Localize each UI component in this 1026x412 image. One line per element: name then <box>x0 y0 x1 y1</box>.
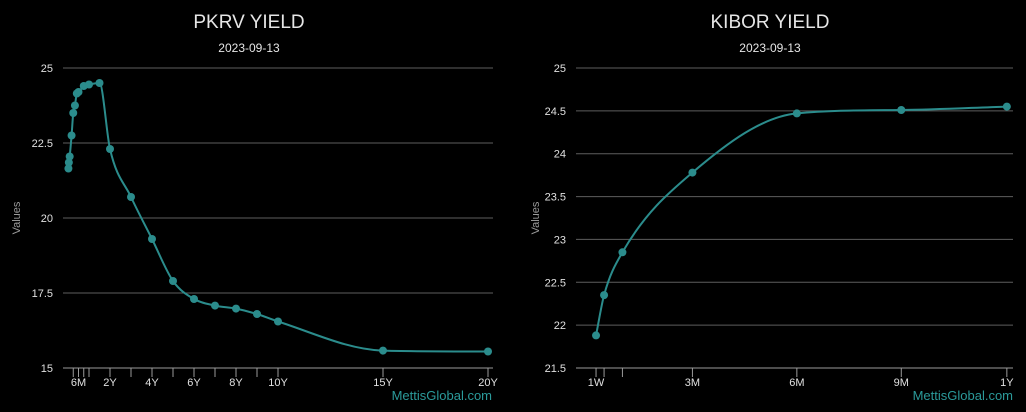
pkrv-x-tick-label: 20Y <box>478 377 498 389</box>
kibor-data-point[interactable] <box>688 168 697 177</box>
kibor-y-axis-title: Values <box>530 201 542 234</box>
pkrv-data-point[interactable] <box>379 346 387 355</box>
pkrv-data-point[interactable] <box>253 310 261 318</box>
pkrv-y-tick-label: 20 <box>41 213 53 225</box>
kibor-x-tick-label: 9M <box>894 377 909 389</box>
kibor-chart-subtitle: 2023-09-13 <box>739 41 801 55</box>
kibor-x-tick-label: 3M <box>685 377 700 389</box>
pkrv-data-point[interactable] <box>169 277 177 285</box>
kibor-x-tick-label: 1W <box>588 377 605 389</box>
pkrv-data-point[interactable] <box>70 101 79 110</box>
kibor-y-tick-label: 23 <box>554 234 566 246</box>
pkrv-data-point[interactable] <box>484 347 492 356</box>
pkrv-data-point[interactable] <box>67 131 76 140</box>
pkrv-series-line <box>67 81 489 353</box>
pkrv-data-point[interactable] <box>274 317 282 326</box>
pkrv-data-point[interactable] <box>69 109 78 117</box>
pkrv-data-point[interactable] <box>95 79 104 87</box>
pkrv-y-tick-label: 22.5 <box>32 138 53 150</box>
kibor-data-point[interactable] <box>792 109 801 118</box>
pkrv-chart-subtitle: 2023-09-13 <box>218 41 280 55</box>
pkrv-x-tick-label: 6Y <box>187 377 201 389</box>
kibor-data-point[interactable] <box>897 106 906 114</box>
pkrv-data-point[interactable] <box>64 158 73 167</box>
kibor-data-point[interactable] <box>600 291 609 300</box>
kibor-credit-link[interactable]: MettisGlobal.com <box>913 388 1013 403</box>
kibor-chart-title: KIBOR YIELD <box>711 12 830 33</box>
pkrv-data-point[interactable] <box>74 88 83 96</box>
pkrv-data-point[interactable] <box>85 80 93 89</box>
kibor-chart-svg: KIBOR YIELD 2023-09-13 Values 21.5 22 22.5… <box>530 12 1014 403</box>
kibor-y-tick-label: 22 <box>554 320 566 332</box>
kibor-y-tick-label: 24.5 <box>545 106 566 118</box>
pkrv-x-tick-label: 6M <box>71 377 86 389</box>
kibor-y-tick-label: 21.5 <box>545 363 566 375</box>
pkrv-data-point[interactable] <box>106 145 114 153</box>
pkrv-y-tick-label: 25 <box>41 63 53 75</box>
kibor-series-points <box>592 102 1011 340</box>
pkrv-data-point[interactable] <box>232 304 240 313</box>
kibor-yield-chart: KIBOR YIELD 2023-09-13 Values 21.5 22 22.5… <box>513 0 1026 412</box>
pkrv-credit-link[interactable]: MettisGlobal.com <box>392 388 492 403</box>
pkrv-y-axis-title: Values <box>11 201 23 234</box>
pkrv-data-point[interactable] <box>190 295 198 303</box>
pkrv-x-tick-label: 4Y <box>145 377 159 389</box>
pkrv-data-point[interactable] <box>211 301 219 310</box>
pkrv-x-axis-ticks: 6M 2Y 4Y 6Y 8Y 10Y 15Y 20Y <box>71 368 498 389</box>
pkrv-data-point[interactable] <box>148 235 156 243</box>
kibor-x-axis-ticks: 1W 3M 6M 9M 1Y <box>588 368 1014 389</box>
kibor-data-point[interactable] <box>618 248 627 257</box>
pkrv-data-point[interactable] <box>65 152 74 161</box>
kibor-y-tick-label: 22.5 <box>545 277 566 289</box>
kibor-series-line <box>595 105 1007 336</box>
pkrv-y-tick-label: 15 <box>41 363 53 375</box>
kibor-x-tick-label: 6M <box>789 377 804 389</box>
kibor-y-axis-ticks: 21.5 22 22.5 23 23.5 24 24.5 25 <box>545 63 566 375</box>
kibor-data-point[interactable] <box>1002 102 1011 111</box>
pkrv-data-point[interactable] <box>64 164 73 173</box>
kibor-data-point[interactable] <box>592 331 601 340</box>
pkrv-x-tick-label: 8Y <box>229 377 243 389</box>
pkrv-x-tick-label: 2Y <box>103 377 117 389</box>
kibor-y-tick-label: 23.5 <box>545 192 566 204</box>
pkrv-x-tick-label: 15Y <box>373 377 393 389</box>
pkrv-data-point[interactable] <box>127 193 135 201</box>
kibor-gridlines <box>576 67 1013 326</box>
kibor-y-tick-label: 25 <box>554 63 566 75</box>
pkrv-chart-svg: PKRV YIELD 2023-09-13 Values 15 17.5 20 22.… <box>11 12 498 403</box>
pkrv-yield-chart: PKRV YIELD 2023-09-13 Values 15 17.5 20 22.… <box>11 12 498 403</box>
pkrv-chart-title: PKRV YIELD <box>193 12 304 33</box>
pkrv-gridlines <box>63 67 493 294</box>
pkrv-y-tick-label: 17.5 <box>32 288 53 300</box>
kibor-x-tick-label: 1Y <box>1000 377 1014 389</box>
pkrv-series-points <box>64 79 492 356</box>
pkrv-y-axis-ticks: 15 17.5 20 22.5 25 <box>32 63 53 375</box>
kibor-y-tick-label: 24 <box>554 149 566 161</box>
pkrv-x-tick-label: 10Y <box>268 377 288 389</box>
